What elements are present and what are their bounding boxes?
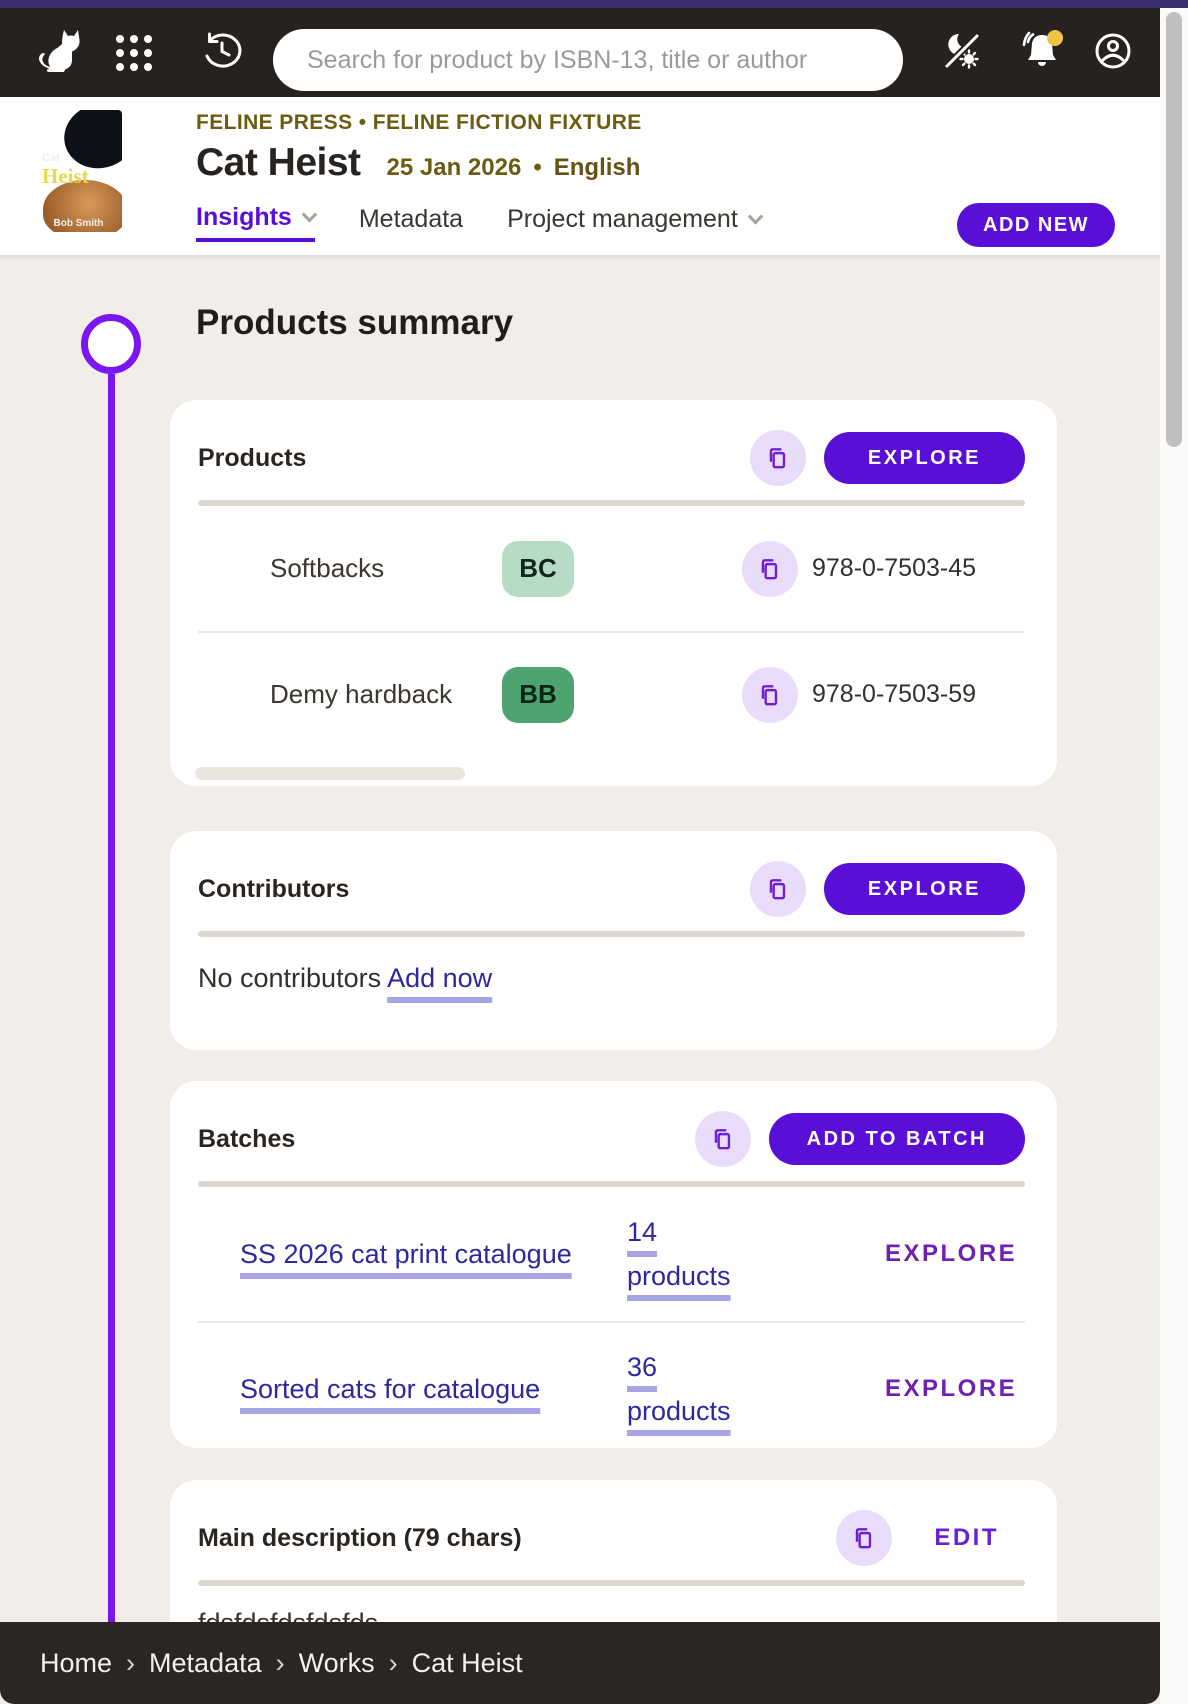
copy-isbn-button[interactable] (742, 540, 798, 597)
copy-batches-button[interactable] (694, 1111, 751, 1167)
language-label: English (553, 154, 641, 181)
cover-ginger-cat (43, 180, 122, 232)
breadcrumb: Home › Metadata › Works › Cat Heist (0, 1622, 1160, 1704)
product-format-badge: BB (502, 666, 574, 723)
copy-icon (856, 1528, 872, 1549)
cover-title-large: Heist (42, 164, 89, 188)
breadcrumb-home[interactable]: Home (40, 1647, 113, 1678)
batch-row: Sorted cats for catalogue 36 products EX… (198, 1321, 1025, 1448)
app-logo-cat-button[interactable] (30, 8, 86, 97)
cover-title-small: Cat (42, 152, 60, 164)
search-input[interactable] (273, 29, 903, 91)
product-isbn: 978-0-7503-59 (812, 680, 977, 708)
breadcrumb-current-cat-heist: Cat Heist (411, 1647, 523, 1678)
separator-bullet: • (533, 154, 542, 181)
chevron-down-icon (747, 208, 764, 224)
breadcrumb-separator: › (388, 1647, 398, 1678)
explore-batch-button[interactable]: EXPLORE (885, 1240, 1018, 1267)
product-name: Demy hardback (270, 679, 453, 709)
breadcrumb-works[interactable]: Works (298, 1647, 375, 1678)
card-divider (198, 500, 1025, 506)
no-contributors-text: No contributors (198, 963, 382, 993)
book-cover-thumbnail: Cat Heist Bob Smith (35, 110, 122, 232)
history-button[interactable] (196, 8, 248, 97)
account-button[interactable] (1088, 8, 1138, 97)
breadcrumb-metadata[interactable]: Metadata (149, 1647, 262, 1678)
chevron-down-icon (301, 206, 318, 222)
batch-name-link[interactable]: Sorted cats for catalogue (240, 1374, 541, 1404)
main-content: Products summary Products EXPLORE Softba… (0, 255, 1160, 1704)
search-bar (273, 29, 903, 91)
product-row: Demy hardback BB 978-0-7503-59 (198, 631, 1025, 756)
publication-date: 25 Jan 2026 (386, 154, 522, 181)
apps-menu-button[interactable] (106, 8, 162, 97)
products-card: Products EXPLORE Softbacks BC 978-0-7503… (170, 400, 1057, 786)
horizontal-scrollbar-thumb[interactable] (195, 767, 465, 780)
add-new-button[interactable]: ADD NEW (957, 203, 1116, 247)
add-contributor-link[interactable]: Add now (387, 963, 493, 993)
product-isbn: 978-0-7503-45 (812, 554, 977, 582)
history-clock-icon (201, 30, 243, 75)
explore-batch-button[interactable]: EXPLORE (885, 1375, 1018, 1402)
work-title: Cat Heist (196, 141, 361, 184)
card-divider (198, 931, 1025, 937)
batch-name-link[interactable]: SS 2026 cat print catalogue (240, 1239, 572, 1269)
copy-icon (769, 879, 786, 900)
product-row: Softbacks BC 978-0-7503-45 (198, 506, 1025, 631)
explore-contributors-button[interactable]: EXPLORE (823, 863, 1025, 915)
add-to-batch-button[interactable]: ADD TO BATCH (768, 1113, 1025, 1165)
notifications-button[interactable] (1014, 8, 1070, 97)
copy-icon (714, 1129, 730, 1150)
batches-card: Batches ADD TO BATCH SS 2026 cat print c… (170, 1081, 1057, 1448)
bell-icon (1019, 28, 1065, 77)
timeline-vertical-line (108, 374, 115, 1622)
page-scrollbar-thumb[interactable] (1166, 12, 1182, 447)
description-card-title: Main description (79 chars) (198, 1523, 522, 1552)
products-card-title: Products (198, 443, 307, 472)
batch-row: SS 2026 cat print catalogue 14 products … (198, 1187, 1025, 1321)
copy-icon (761, 558, 778, 579)
cover-author: Bob Smith (53, 218, 104, 229)
work-header: Cat Heist Bob Smith FELINE PRESS • FELIN… (0, 97, 1160, 255)
notification-dot (1047, 30, 1063, 46)
tab-metadata[interactable]: Metadata (359, 205, 463, 240)
card-divider (198, 1181, 1025, 1187)
browser-top-strip (0, 0, 1188, 8)
tab-project-management[interactable]: Project management (507, 205, 764, 240)
edit-description-button[interactable]: EDIT (934, 1524, 999, 1551)
grid-dots-icon (116, 34, 152, 71)
explore-products-button[interactable]: EXPLORE (823, 432, 1025, 484)
product-name: Softbacks (270, 553, 385, 583)
breadcrumb-separator: › (275, 1647, 285, 1678)
batch-products-count-link[interactable]: 14 products (627, 1217, 731, 1291)
batches-card-title: Batches (198, 1124, 296, 1153)
copy-description-button[interactable] (836, 1510, 893, 1566)
contributors-card-title: Contributors (198, 874, 350, 903)
timeline-node-circle (81, 314, 141, 374)
moon-sun-slash-icon (939, 28, 985, 77)
card-divider (198, 1580, 1025, 1586)
copy-icon (769, 448, 786, 469)
tab-insights[interactable]: Insights (196, 203, 318, 242)
publisher-imprint-line: FELINE PRESS • FELINE FICTION FIXTURE (196, 111, 642, 134)
topbar (0, 8, 1160, 97)
batch-products-count-link[interactable]: 36 products (627, 1352, 731, 1426)
work-tabs: Insights Metadata Project management (196, 197, 764, 247)
product-format-badge: BC (502, 540, 574, 597)
contributors-card: Contributors EXPLORE No contributors Add… (170, 831, 1057, 1050)
section-title: Products summary (196, 303, 514, 342)
copy-contributors-button[interactable] (749, 861, 806, 917)
cat-icon (34, 27, 82, 78)
copy-isbn-button[interactable] (742, 666, 798, 723)
page-scrollbar-track[interactable] (1160, 8, 1188, 1704)
copy-products-button[interactable] (749, 430, 806, 486)
copy-icon (761, 684, 778, 705)
breadcrumb-separator: › (126, 1647, 136, 1678)
avatar-icon (1092, 30, 1134, 75)
theme-toggle-button[interactable] (932, 8, 992, 97)
